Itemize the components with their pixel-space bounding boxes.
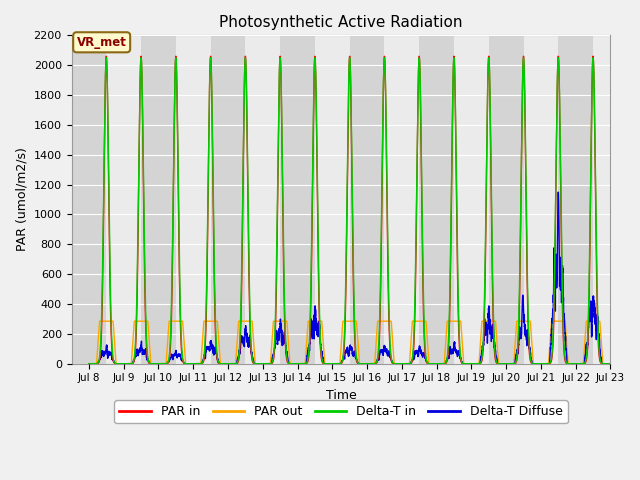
- Text: VR_met: VR_met: [77, 36, 127, 49]
- Delta-T Diffuse: [554, 189, 562, 195]
- PAR in: [85, 361, 93, 367]
- Delta-T in: [606, 361, 614, 367]
- Bar: [489, 36, 524, 364]
- PAR in: [102, 53, 110, 59]
- Bar: [315, 36, 349, 364]
- Bar: [593, 36, 628, 364]
- Bar: [72, 36, 106, 364]
- Delta-T Diffuse: [467, 361, 474, 367]
- Delta-T Diffuse: [606, 361, 614, 367]
- Delta-T Diffuse: [179, 358, 186, 364]
- Delta-T in: [467, 361, 474, 367]
- Bar: [558, 36, 593, 364]
- Legend: PAR in, PAR out, Delta-T in, Delta-T Diffuse: PAR in, PAR out, Delta-T in, Delta-T Dif…: [115, 400, 568, 423]
- Line: Delta-T in: Delta-T in: [89, 58, 611, 364]
- Delta-T Diffuse: [607, 361, 614, 367]
- Delta-T in: [330, 361, 338, 367]
- PAR out: [496, 361, 504, 367]
- PAR in: [607, 361, 614, 367]
- Delta-T Diffuse: [496, 361, 504, 367]
- PAR out: [96, 318, 104, 324]
- Bar: [280, 36, 315, 364]
- PAR in: [438, 361, 445, 367]
- PAR out: [330, 361, 338, 367]
- Bar: [176, 36, 211, 364]
- Delta-T Diffuse: [438, 361, 445, 367]
- Bar: [454, 36, 489, 364]
- Delta-T in: [607, 361, 614, 367]
- Bar: [106, 36, 141, 364]
- Delta-T in: [102, 55, 110, 60]
- Delta-T in: [438, 361, 445, 367]
- PAR out: [606, 361, 614, 367]
- PAR out: [438, 361, 445, 367]
- Delta-T Diffuse: [85, 361, 93, 367]
- PAR in: [467, 361, 474, 367]
- PAR in: [606, 361, 614, 367]
- Bar: [141, 36, 176, 364]
- Bar: [211, 36, 245, 364]
- Bar: [349, 36, 385, 364]
- Bar: [385, 36, 419, 364]
- Title: Photosynthetic Active Radiation: Photosynthetic Active Radiation: [220, 15, 463, 30]
- PAR out: [179, 320, 187, 325]
- Delta-T in: [85, 361, 93, 367]
- Bar: [419, 36, 454, 364]
- Delta-T Diffuse: [330, 361, 338, 367]
- PAR out: [607, 361, 614, 367]
- PAR in: [330, 361, 338, 367]
- X-axis label: Time: Time: [326, 389, 356, 402]
- PAR in: [496, 361, 504, 367]
- Line: Delta-T Diffuse: Delta-T Diffuse: [89, 192, 611, 364]
- PAR out: [467, 361, 474, 367]
- PAR out: [85, 361, 93, 367]
- Line: PAR out: PAR out: [89, 321, 611, 364]
- Bar: [245, 36, 280, 364]
- Y-axis label: PAR (umol/m2/s): PAR (umol/m2/s): [15, 147, 28, 252]
- Bar: [524, 36, 558, 364]
- Delta-T in: [496, 361, 504, 367]
- PAR in: [179, 358, 187, 364]
- Delta-T in: [179, 355, 187, 361]
- Line: PAR in: PAR in: [89, 56, 611, 364]
